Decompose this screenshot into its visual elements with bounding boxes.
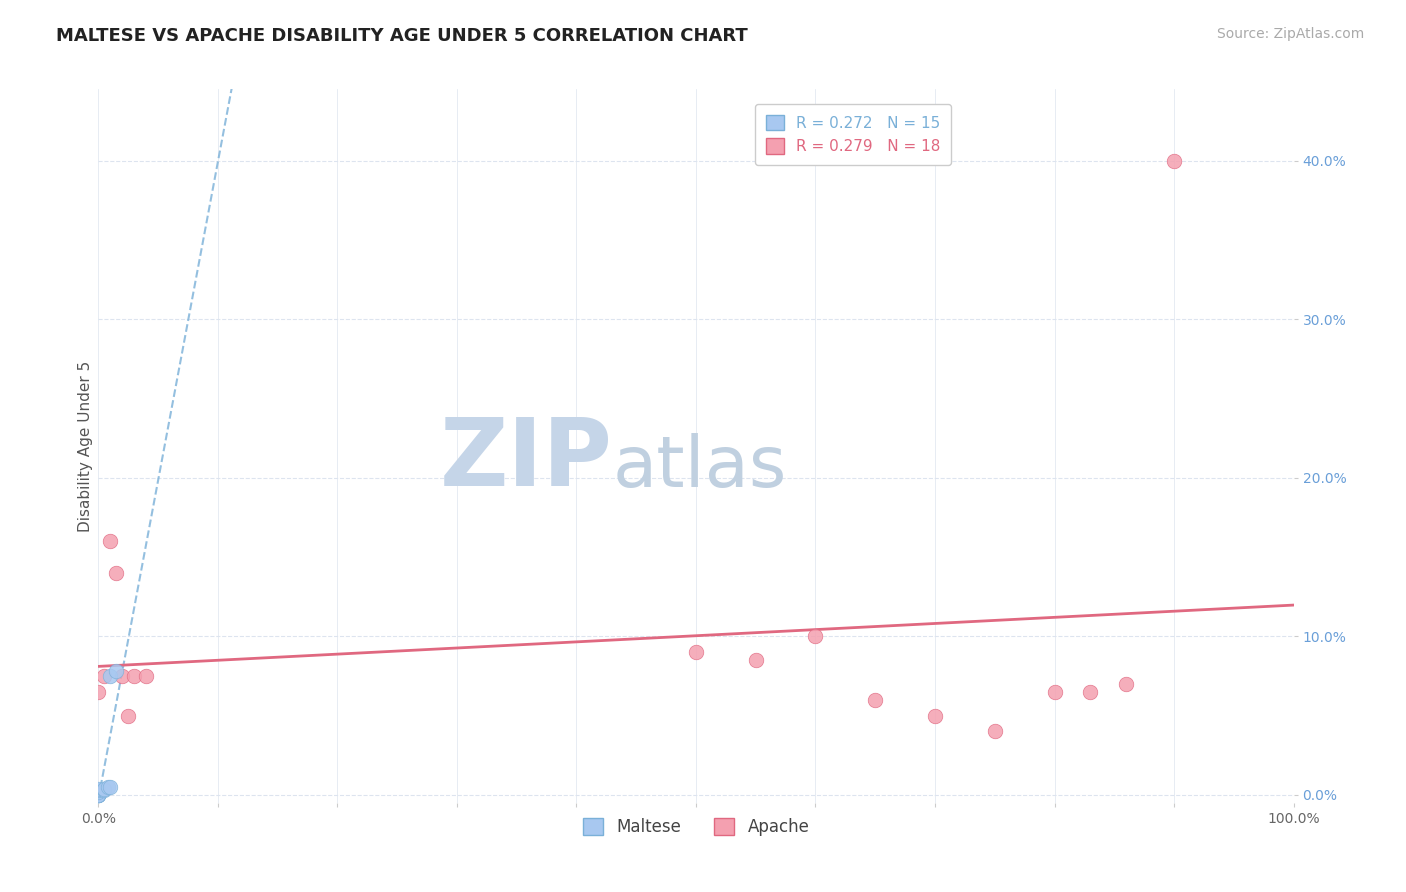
Point: [865, 692, 887, 706]
Point: [87, 781, 110, 796]
Point: [1115, 677, 1137, 691]
Point: [93, 669, 115, 683]
Legend: Maltese, Apache: Maltese, Apache: [574, 810, 818, 845]
Point: [924, 708, 946, 723]
Point: [111, 669, 134, 683]
Point: [124, 669, 146, 683]
Point: [98, 780, 122, 794]
Point: [685, 645, 707, 659]
Point: [87, 788, 110, 802]
Point: [87, 788, 110, 802]
Y-axis label: Disability Age Under 5: Disability Age Under 5: [77, 360, 93, 532]
Point: [87, 788, 110, 802]
Point: [87, 788, 110, 802]
Point: [93, 781, 115, 796]
Text: Source: ZipAtlas.com: Source: ZipAtlas.com: [1216, 27, 1364, 41]
Point: [745, 653, 768, 667]
Point: [984, 724, 1007, 739]
Point: [804, 629, 827, 643]
Point: [87, 788, 110, 802]
Point: [93, 783, 115, 797]
Text: atlas: atlas: [613, 433, 787, 502]
Point: [1043, 685, 1066, 699]
Point: [87, 685, 110, 699]
Point: [98, 534, 122, 549]
Point: [1080, 685, 1102, 699]
Point: [87, 785, 110, 799]
Point: [117, 708, 139, 723]
Point: [105, 664, 128, 678]
Point: [135, 669, 157, 683]
Point: [98, 669, 122, 683]
Text: ZIP: ZIP: [440, 414, 613, 507]
Point: [87, 788, 110, 802]
Point: [1163, 153, 1185, 168]
Point: [87, 783, 110, 797]
Point: [105, 566, 128, 580]
Point: [97, 780, 120, 794]
Text: MALTESE VS APACHE DISABILITY AGE UNDER 5 CORRELATION CHART: MALTESE VS APACHE DISABILITY AGE UNDER 5…: [56, 27, 748, 45]
